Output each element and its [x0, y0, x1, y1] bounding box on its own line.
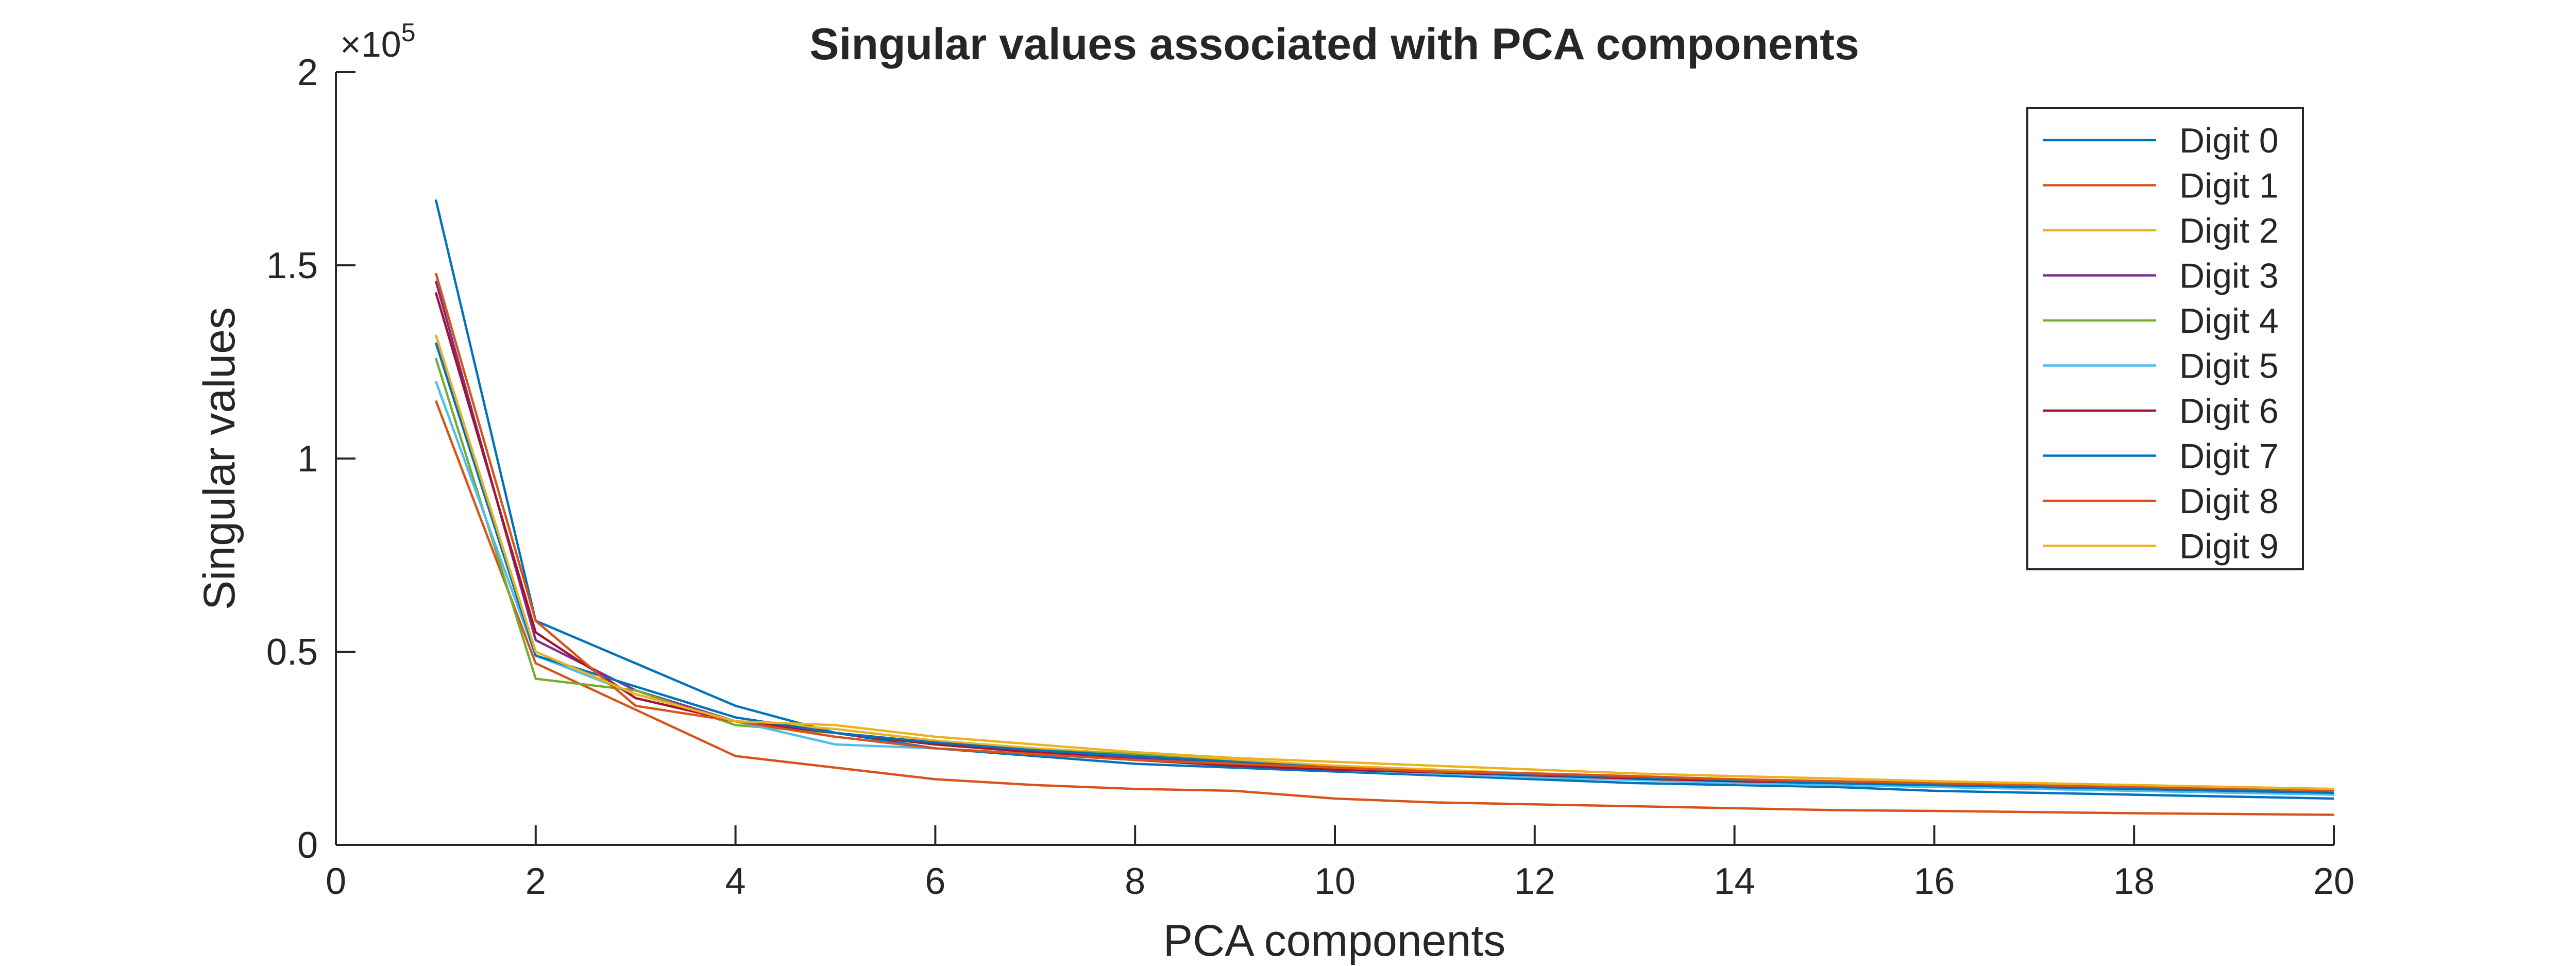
legend-label-digit-4: Digit 4 [2179, 301, 2279, 341]
legend-label-digit-1: Digit 1 [2179, 166, 2279, 206]
x-tick-label: 14 [1714, 861, 1755, 902]
y-axis-exponent-power: 5 [401, 18, 416, 47]
legend: Digit 0 Digit 1 Digit 2 Digit 3 Digit 4 Digit… [2026, 107, 2304, 570]
legend-label-digit-7: Digit 7 [2179, 437, 2279, 476]
legend-label-digit-2: Digit 2 [2179, 211, 2279, 250]
y-axis-exponent-label: ×105 [340, 18, 416, 64]
x-tick-label: 2 [526, 861, 546, 902]
x-axis-label: PCA components [1163, 916, 1505, 965]
x-tick-label: 8 [1125, 861, 1145, 902]
x-tick-label: 6 [925, 861, 945, 902]
series-line-digit-0 [434, 199, 2334, 800]
y-axis-label: Singular values [195, 307, 244, 610]
x-tick-label: 16 [1913, 861, 1955, 902]
legend-items: Digit 0 Digit 1 Digit 2 Digit 3 Digit 4 Digit… [2043, 121, 2279, 566]
x-tick-label: 4 [725, 861, 746, 902]
y-axis-ticks: 0 0.5 1 1.5 2 [266, 52, 355, 866]
legend-label-digit-9: Digit 9 [2179, 527, 2279, 566]
series-line-digit-1 [434, 400, 2334, 816]
y-tick-label: 1.5 [266, 245, 318, 286]
legend-label-digit-6: Digit 6 [2179, 392, 2279, 431]
x-axis-ticks: 0 2 4 6 8 10 12 14 16 18 20 [326, 825, 2354, 902]
legend-label-digit-0: Digit 0 [2179, 121, 2279, 160]
y-tick-label: 1 [297, 438, 318, 480]
x-tick-label: 0 [326, 861, 346, 902]
x-tick-label: 18 [2113, 861, 2155, 902]
legend-label-digit-3: Digit 3 [2179, 257, 2279, 296]
plot-area: 0 2 4 6 8 10 12 14 16 18 20 0 0.5 1 1.5 2 [266, 52, 2354, 902]
series-group [434, 199, 2334, 816]
x-tick-label: 20 [2313, 861, 2354, 902]
chart-title: Singular values associated with PCA comp… [809, 20, 1859, 69]
legend-label-digit-5: Digit 5 [2179, 347, 2279, 386]
y-tick-label: 2 [297, 52, 318, 93]
legend-label-digit-8: Digit 8 [2179, 482, 2279, 521]
y-tick-label: 0.5 [266, 632, 318, 673]
y-axis-exponent-base: ×10 [340, 24, 401, 64]
series-line-digit-8 [434, 273, 2334, 791]
x-tick-label: 10 [1314, 861, 1355, 902]
y-tick-label: 0 [297, 825, 318, 866]
x-tick-label: 12 [1514, 861, 1555, 902]
series-line-digit-9 [434, 334, 2334, 790]
